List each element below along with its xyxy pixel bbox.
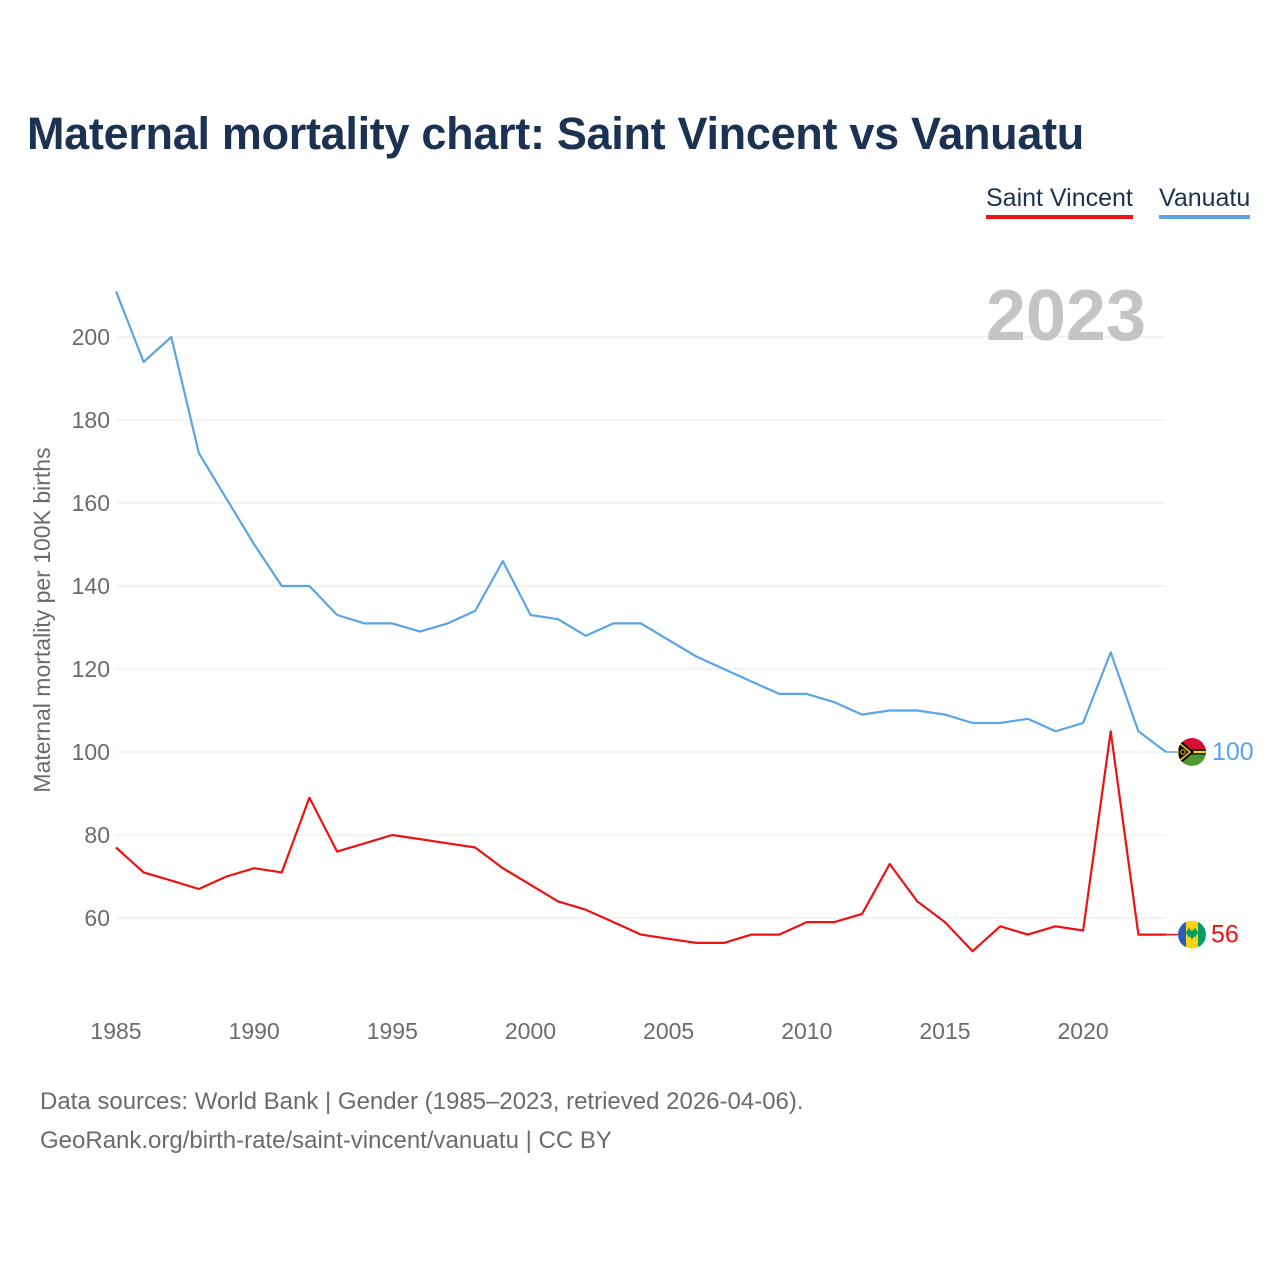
year-watermark: 2023 <box>986 276 1146 356</box>
series-endpoints: 100 56 <box>1178 738 1254 949</box>
y-tick-label: 60 <box>84 905 110 931</box>
legend-item-vanuatu[interactable]: Vanuatu <box>1159 184 1251 219</box>
y-tick-label: 100 <box>72 739 110 765</box>
attribution-link[interactable]: GeoRank.org/birth-rate/saint-vincent/van… <box>40 1127 612 1154</box>
chart-title: Maternal mortality chart: Saint Vincent … <box>27 108 1084 159</box>
end-label-vanuatu: 100 <box>1212 738 1254 766</box>
y-tick-label: 140 <box>72 573 110 599</box>
legend-item-saint-vincent[interactable]: Saint Vincent <box>986 184 1133 219</box>
end-label-saint-vincent: 56 <box>1211 921 1239 949</box>
x-tick-label: 1985 <box>90 1018 141 1044</box>
gridlines <box>116 336 1166 919</box>
x-tick-label: 1995 <box>367 1018 418 1044</box>
series-lines <box>114 290 1178 953</box>
x-tick-label: 2020 <box>1058 1018 1109 1044</box>
x-tick-labels: 1985 1990 1995 2000 2005 2010 2015 2020 <box>90 1018 1108 1044</box>
y-tick-label: 160 <box>72 490 110 516</box>
y-tick-label: 80 <box>84 822 110 848</box>
x-tick-label: 2005 <box>643 1018 694 1044</box>
y-tick-label: 200 <box>72 324 110 350</box>
x-tick-label: 2015 <box>919 1018 970 1044</box>
x-tick-label: 1990 <box>229 1018 280 1044</box>
vanuatu-flag-icon <box>1178 738 1206 766</box>
x-tick-label: 2010 <box>781 1018 832 1044</box>
y-tick-labels: 60 80 100 120 140 160 180 200 <box>72 324 110 931</box>
saint-vincent-flag-icon <box>1178 920 1206 949</box>
x-tick-label: 2000 <box>505 1018 556 1044</box>
series-line-vanuatu[interactable] <box>114 290 1167 753</box>
y-tick-label: 180 <box>72 407 110 433</box>
y-axis-label: Maternal mortality per 100K births <box>29 447 55 792</box>
y-tick-label: 120 <box>72 656 110 682</box>
series-line-saint-vincent[interactable] <box>115 730 1166 953</box>
data-source-note: Data sources: World Bank | Gender (1985–… <box>40 1088 804 1115</box>
